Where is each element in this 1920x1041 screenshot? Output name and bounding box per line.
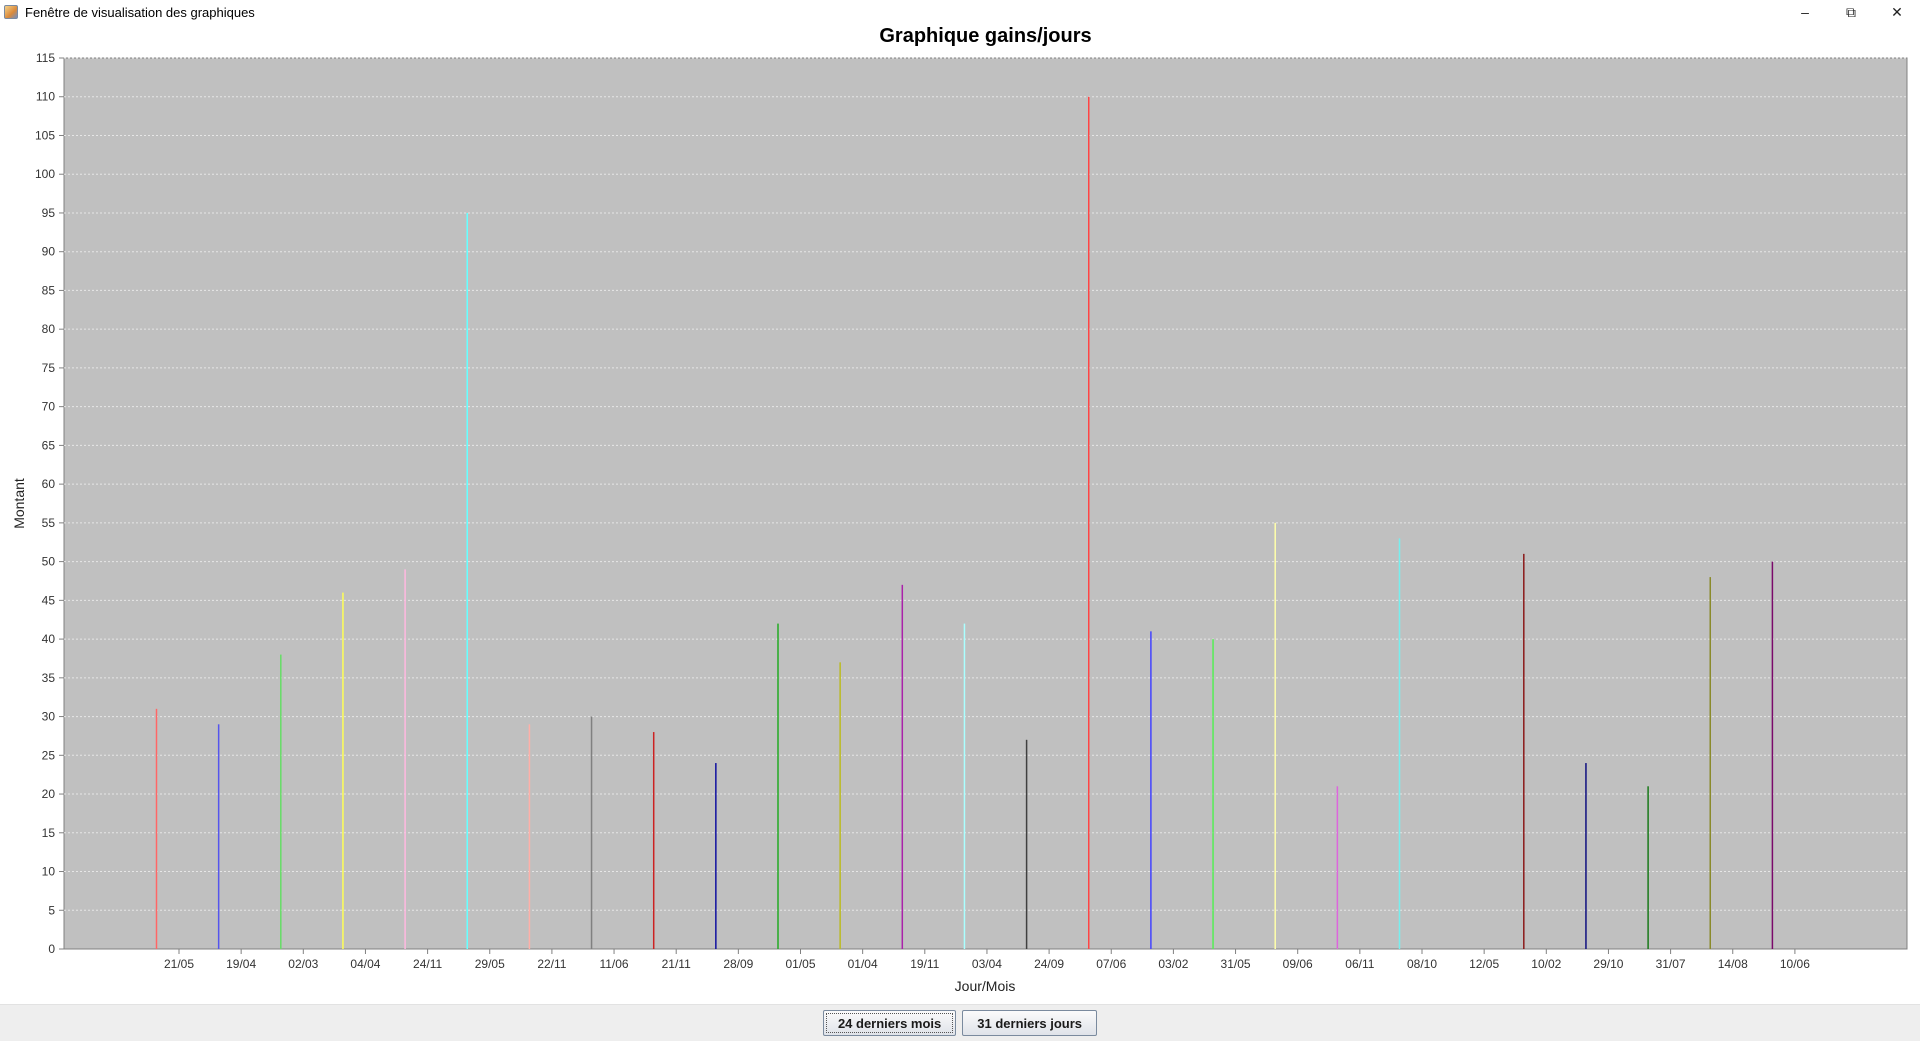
y-tick-label: 10 <box>42 865 56 879</box>
x-tick-label: 31/05 <box>1221 957 1251 971</box>
bar-03-02 <box>1150 631 1152 949</box>
x-tick-label: 21/05 <box>164 957 194 971</box>
maximize-icon[interactable]: ⧉ <box>1846 3 1856 20</box>
java-app-icon <box>4 5 18 19</box>
y-tick-label: 75 <box>42 361 56 375</box>
x-tick-label: 02/03 <box>288 957 318 971</box>
bar-10-06 <box>1771 561 1774 949</box>
bar-10-02 <box>1523 553 1525 949</box>
chart-panel: Graphique gains/jours 0 5 10 15 20 25 30 35 40 45 5… <box>0 24 1920 1004</box>
bar-04-04 <box>342 592 344 949</box>
window-titlebar: Fenêtre de visualisation des graphiques … <box>0 0 1920 24</box>
x-tick-label: 09/06 <box>1283 957 1313 971</box>
y-tick-label: 50 <box>42 555 56 569</box>
x-tick-label: 29/10 <box>1593 957 1623 971</box>
x-tick-label: 10/06 <box>1780 957 1810 971</box>
x-tick-label: 06/11 <box>1345 957 1374 971</box>
x-axis-label: Jour/Mois <box>955 978 1016 994</box>
bar-21-11 <box>652 732 655 949</box>
x-tick-label: 07/06 <box>1096 957 1126 971</box>
window-controls: – ⧉ ✕ <box>1782 0 1920 24</box>
close-icon[interactable]: ✕ <box>1891 3 1903 20</box>
x-tick-label: 22/11 <box>537 957 566 971</box>
x-tick-label: 08/10 <box>1407 957 1437 971</box>
bar-29-10 <box>1585 763 1587 949</box>
x-tick-label: 19/11 <box>910 957 939 971</box>
y-tick-label: 65 <box>42 438 56 452</box>
bar-31-07 <box>1647 786 1649 949</box>
x-tick-label: 31/07 <box>1656 957 1686 971</box>
y-tick-label: 85 <box>42 283 56 297</box>
bar-07-06 <box>1088 96 1090 949</box>
last-31-days-button[interactable]: 31 derniers jours <box>962 1010 1098 1036</box>
y-tick-label: 70 <box>42 400 56 414</box>
bar-08-10 <box>1398 538 1401 949</box>
x-tick-label: 19/04 <box>226 957 256 971</box>
chart: Graphique gains/jours 0 5 10 15 20 25 30 35 40 45 5… <box>11 25 1908 994</box>
bar-24-11 <box>404 569 406 949</box>
bar-24-09 <box>1025 739 1028 949</box>
minimize-icon[interactable]: – <box>1801 4 1809 20</box>
plot-background <box>63 57 1908 950</box>
x-tick-label: 01/05 <box>785 957 815 971</box>
y-tick-label: 30 <box>42 710 56 724</box>
window-title: Fenêtre de visualisation des graphiques <box>25 4 255 20</box>
y-tick-label: 35 <box>42 671 56 685</box>
x-tick-label: 24/09 <box>1034 957 1064 971</box>
y-tick-label: 80 <box>42 322 56 336</box>
y-tick-label: 60 <box>42 477 56 491</box>
bar-29-05 <box>466 212 468 949</box>
bar-01-05 <box>777 623 779 949</box>
x-tick-label: 24/11 <box>413 957 442 971</box>
x-tick-label: 28/09 <box>723 957 753 971</box>
bar-14-08 <box>1709 577 1711 949</box>
y-axis-label: Montant <box>11 478 27 529</box>
x-tick-label: 11/06 <box>599 957 628 971</box>
y-tick-label: 90 <box>42 245 56 259</box>
x-tick-label: 14/08 <box>1718 957 1748 971</box>
bar-19-04 <box>217 724 220 949</box>
x-tick-label: 29/05 <box>475 957 505 971</box>
y-tick-label: 95 <box>42 206 56 220</box>
bar-31-05 <box>1212 639 1214 949</box>
bar-09-06 <box>1274 522 1276 949</box>
x-tick-label: 03/04 <box>972 957 1002 971</box>
y-tick-label: 5 <box>48 903 55 917</box>
x-tick-label: 12/05 <box>1469 957 1499 971</box>
y-tick-label: 105 <box>35 128 55 142</box>
x-tick-label: 04/04 <box>350 957 380 971</box>
x-tick-label: 03/02 <box>1158 957 1188 971</box>
y-tick-label: 0 <box>48 942 55 956</box>
x-tick-label: 10/02 <box>1531 957 1561 971</box>
y-tick-label: 40 <box>42 632 56 646</box>
y-tick-label: 55 <box>42 516 56 530</box>
y-tick-label: 100 <box>35 167 55 181</box>
last-24-months-button[interactable]: 24 derniers mois <box>822 1010 957 1036</box>
y-tick-label: 15 <box>42 826 56 840</box>
x-tick-label: 01/04 <box>848 957 878 971</box>
y-tick-label: 20 <box>42 787 56 801</box>
y-tick-label: 110 <box>36 90 55 104</box>
bar-11-06 <box>590 716 593 949</box>
bar-21-05 <box>155 708 158 949</box>
bar-02-03 <box>280 654 282 949</box>
bar-19-11 <box>901 584 904 949</box>
bar-28-09 <box>715 763 717 949</box>
button-bar: 24 derniers mois 31 derniers jours <box>0 1004 1920 1041</box>
y-tick-label: 45 <box>42 593 56 607</box>
bar-01-04 <box>839 662 841 949</box>
x-tick-label: 21/11 <box>662 957 691 971</box>
bar-06-11 <box>1336 786 1339 949</box>
y-tick-label: 115 <box>36 51 55 65</box>
y-tick-label: 25 <box>42 748 56 762</box>
bar-22-11 <box>528 724 531 949</box>
bar-03-04 <box>963 623 966 949</box>
chart-title: Graphique gains/jours <box>879 25 1091 47</box>
